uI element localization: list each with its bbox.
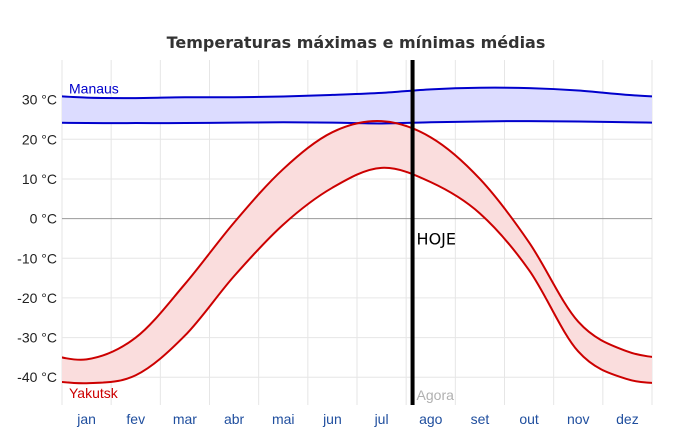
x-tick-label: mar — [173, 411, 197, 427]
y-axis-ticks: 30 °C 20 °C 10 °C 0 °C -10 °C -20 °C -30 °C -40… — [17, 92, 57, 386]
range-fill-manaus — [62, 87, 652, 124]
min-line-yakutsk — [62, 166, 652, 385]
y-tick-label: 30 °C — [22, 92, 57, 108]
y-tick-label: -20 °C — [17, 290, 57, 306]
y-tick-label: -40 °C — [17, 369, 57, 385]
y-tick-label: 0 °C — [30, 211, 57, 227]
max-line-yakutsk — [62, 119, 652, 361]
y-tick-label: -30 °C — [17, 330, 57, 346]
series-label-yakutsk: Yakutsk — [69, 385, 119, 401]
x-tick-label: jan — [76, 411, 96, 427]
x-tick-label: set — [471, 411, 490, 427]
max-line-manaus — [62, 86, 652, 100]
y-tick-label: 20 °C — [22, 131, 57, 147]
today-marker-sublabel: Agora — [417, 387, 455, 403]
chart-title: Temperaturas máximas e mínimas médias — [167, 33, 546, 52]
y-tick-label: -10 °C — [17, 250, 57, 266]
x-tick-label: fev — [126, 411, 145, 427]
x-tick-label: abr — [224, 411, 245, 427]
x-tick-label: nov — [567, 411, 590, 427]
x-tick-label: mai — [272, 411, 295, 427]
series-lines — [62, 86, 652, 385]
y-tick-label: 10 °C — [22, 171, 57, 187]
series-labels: Manaus Yakutsk — [69, 81, 119, 402]
today-marker: HOJE Agora — [410, 60, 456, 405]
x-tick-label: ago — [419, 411, 443, 427]
x-tick-label: dez — [616, 411, 639, 427]
x-tick-label: jun — [322, 411, 342, 427]
series-label-manaus: Manaus — [69, 81, 119, 97]
x-tick-label: out — [519, 411, 539, 427]
x-tick-label: jul — [374, 411, 389, 427]
range-fills — [62, 87, 652, 384]
today-marker-label: HOJE — [417, 229, 456, 248]
x-axis-ticks: jan fev mar abr mai jun jul ago set out nov dez — [76, 411, 638, 427]
range-fill-yakutsk — [62, 120, 652, 384]
